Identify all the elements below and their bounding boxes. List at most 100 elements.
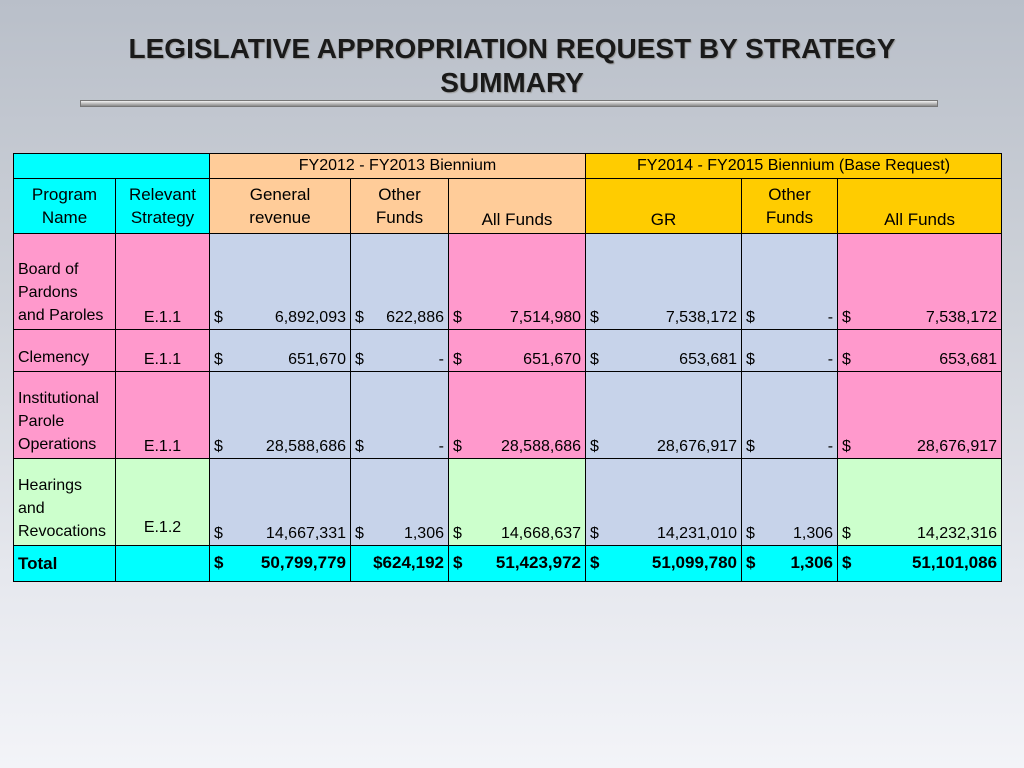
header-relevant-strategy-line-2: Strategy — [130, 208, 195, 227]
header-other-funds-fy1213-line-2: Funds — [375, 208, 424, 227]
amount-value: - — [827, 309, 834, 326]
program-name-line: Parole — [18, 413, 65, 430]
amount-value: - — [438, 351, 444, 368]
dollar-sign: $ — [453, 309, 462, 326]
amount-value: 653,681 — [679, 351, 738, 368]
group-header-blank — [13, 153, 210, 179]
strategy-cell: E.1.1 — [115, 329, 210, 372]
total-row: Total $50,799,779 $624,192 $51,423,972 $… — [13, 545, 1003, 582]
dollar-sign: $ — [214, 309, 223, 326]
dollar-sign: $ — [590, 525, 599, 542]
amount-value: 14,668,637 — [500, 525, 582, 542]
dollar-sign: $ — [842, 525, 851, 542]
dollar-sign: $ — [746, 309, 755, 326]
dollar-sign: $ — [453, 438, 462, 455]
total-value: $624,192 — [373, 552, 444, 572]
all-funds-cell: $28,588,686 — [447, 371, 587, 459]
amount-value: 14,667,331 — [265, 525, 346, 542]
other-funds-cell: $ - — [350, 371, 449, 459]
dollar-sign: $ — [746, 438, 755, 455]
header-other-funds-fy1213-line-1: Other — [378, 185, 421, 204]
amount-value: 7,514,980 — [509, 309, 582, 326]
header-all-funds-fy1213: All Funds — [447, 178, 587, 234]
total-value: 1,306 — [790, 552, 834, 572]
all-funds-cell: $28,676,917 — [837, 371, 1003, 459]
total-strategy-blank — [115, 545, 210, 582]
dollar-sign: $ — [453, 351, 462, 368]
header-general-revenue: General revenue — [209, 178, 351, 234]
total-general-revenue-cell: $50,799,779 — [209, 545, 351, 582]
total-all-funds-cell: $51,101,086 — [837, 545, 1003, 582]
amount-value: 14,231,010 — [656, 525, 738, 542]
header-general-revenue-line-1: General — [249, 185, 311, 204]
title-line-2: SUMMARY — [440, 67, 584, 98]
column-header-row: Program Name Relevant Strategy General r… — [13, 178, 1003, 234]
program-name-cell: Hearings and Revocations — [13, 458, 116, 546]
amount-value: 622,886 — [386, 309, 444, 326]
group-header-fy2014-2015: FY2014 - FY2015 Biennium (Base Request) — [585, 153, 1003, 179]
appropriation-table: FY2012 - FY2013 Biennium FY2014 - FY2015… — [13, 153, 1003, 582]
program-name-line: Revocations — [18, 523, 107, 540]
dollar-sign: $ — [453, 525, 462, 542]
amount-value: 7,538,172 — [925, 309, 998, 326]
dollar-sign: $ — [355, 351, 364, 368]
dollar-sign: $ — [355, 438, 364, 455]
gr-cell: $653,681 — [585, 329, 743, 372]
program-name-line: Operations — [18, 436, 97, 453]
program-name-line: Board of — [18, 261, 79, 278]
all-funds-cell: $14,232,316 — [837, 458, 1003, 546]
amount-value: 28,588,686 — [265, 438, 346, 455]
header-other-funds-fy1415-line-2: Funds — [765, 208, 814, 227]
amount-value: - — [438, 438, 444, 455]
other-funds-cell: $1,306 — [741, 458, 839, 546]
all-funds-cell: $7,538,172 — [837, 233, 1003, 330]
other-funds-cell: $1,306 — [350, 458, 449, 546]
program-name-line: Pardons — [18, 284, 78, 301]
total-value: 51,423,972 — [495, 552, 582, 572]
gr-cell: $14,231,010 — [585, 458, 743, 546]
general-revenue-cell: $6,892,093 — [209, 233, 351, 330]
dollar-sign: $ — [746, 552, 756, 572]
general-revenue-cell: $651,670 — [209, 329, 351, 372]
other-funds-cell: $ - — [741, 371, 839, 459]
dollar-sign: $ — [590, 438, 599, 455]
other-funds-cell: $ - — [741, 329, 839, 372]
total-all-funds-cell: $51,423,972 — [447, 545, 587, 582]
dollar-sign: $ — [590, 351, 599, 368]
amount-value: 28,676,917 — [916, 438, 998, 455]
program-name-cell: Board of Pardons and Paroles — [13, 233, 116, 330]
title-line-1: LEGISLATIVE APPROPRIATION REQUEST BY STR… — [128, 33, 896, 64]
dollar-sign: $ — [746, 351, 755, 368]
all-funds-cell: $14,668,637 — [447, 458, 587, 546]
program-name-cell: Clemency — [13, 329, 116, 372]
gr-cell: $7,538,172 — [585, 233, 743, 330]
general-revenue-cell: $28,588,686 — [209, 371, 351, 459]
header-relevant-strategy-line-1: Relevant — [128, 185, 197, 204]
header-program-name-line-1: Program — [31, 185, 98, 204]
amount-value: 1,306 — [403, 525, 444, 542]
dollar-sign: $ — [355, 525, 364, 542]
page-title: LEGISLATIVE APPROPRIATION REQUEST BY STR… — [80, 32, 944, 100]
program-name-line: and Paroles — [18, 307, 104, 324]
dollar-sign: $ — [842, 438, 851, 455]
dollar-sign: $ — [842, 351, 851, 368]
dollar-sign: $ — [746, 525, 755, 542]
all-funds-cell: $651,670 — [447, 329, 587, 372]
table-row: Board of Pardons and Paroles E.1.1 $6,89… — [13, 233, 1003, 330]
total-label: Total — [13, 545, 116, 582]
dollar-sign: $ — [590, 309, 599, 326]
all-funds-cell: $7,514,980 — [447, 233, 587, 330]
all-funds-cell: $653,681 — [837, 329, 1003, 372]
dollar-sign: $ — [842, 552, 852, 572]
gr-cell: $28,676,917 — [585, 371, 743, 459]
total-other-funds-cell: $624,192 — [350, 545, 449, 582]
dollar-sign: $ — [842, 309, 851, 326]
other-funds-cell: $ - — [741, 233, 839, 330]
total-gr-cell: $51,099,780 — [585, 545, 743, 582]
total-other-funds-cell: $1,306 — [741, 545, 839, 582]
title-divider — [80, 100, 938, 107]
header-other-funds-fy1415: Other Funds — [741, 178, 839, 234]
table-row: Clemency E.1.1 $651,670 $ - $651,670 $653… — [13, 329, 1003, 372]
total-value: 50,799,779 — [260, 552, 346, 572]
group-header-row: FY2012 - FY2013 Biennium FY2014 - FY2015… — [13, 153, 1003, 179]
